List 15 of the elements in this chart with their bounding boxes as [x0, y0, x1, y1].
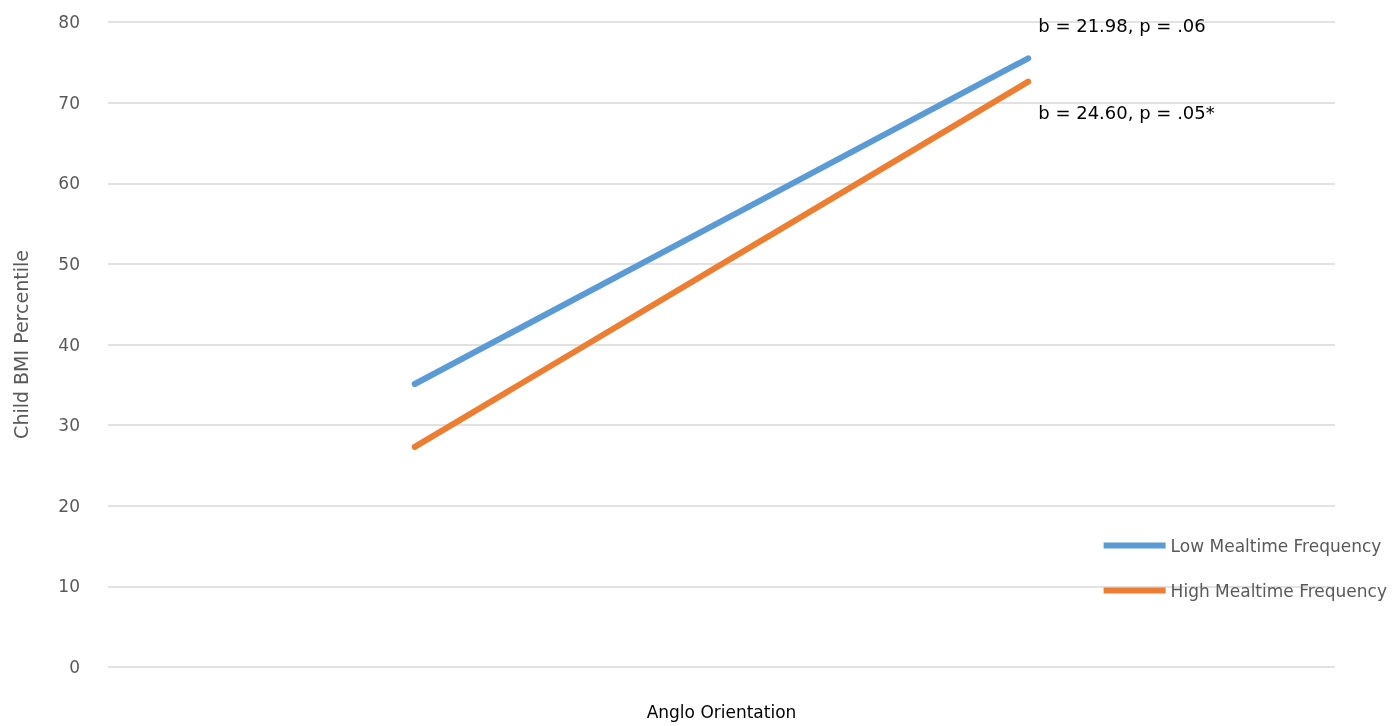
y-tick-label: 20 [58, 495, 80, 516]
y-tick-label: 40 [58, 334, 80, 355]
y-tick-label: 10 [58, 576, 80, 597]
x-axis-title: Anglo Orientation [646, 701, 797, 722]
y-tick-label: 60 [58, 173, 80, 194]
y-tick-label: 80 [58, 12, 80, 32]
legend-label: High Mealtime Frequency [1170, 580, 1388, 601]
annotation: b = 21.98, p = .06 [1038, 14, 1206, 36]
legend-label: Low Mealtime Frequency [1170, 535, 1382, 556]
y-tick-label: 0 [69, 657, 80, 677]
y-axis-title: Child BMI Percentile [9, 250, 32, 439]
y-tick-label: 50 [58, 253, 80, 274]
y-tick-label: 30 [58, 415, 80, 436]
y-tick-label: 70 [58, 92, 80, 113]
annotation: b = 24.60, p = .05* [1038, 102, 1215, 124]
